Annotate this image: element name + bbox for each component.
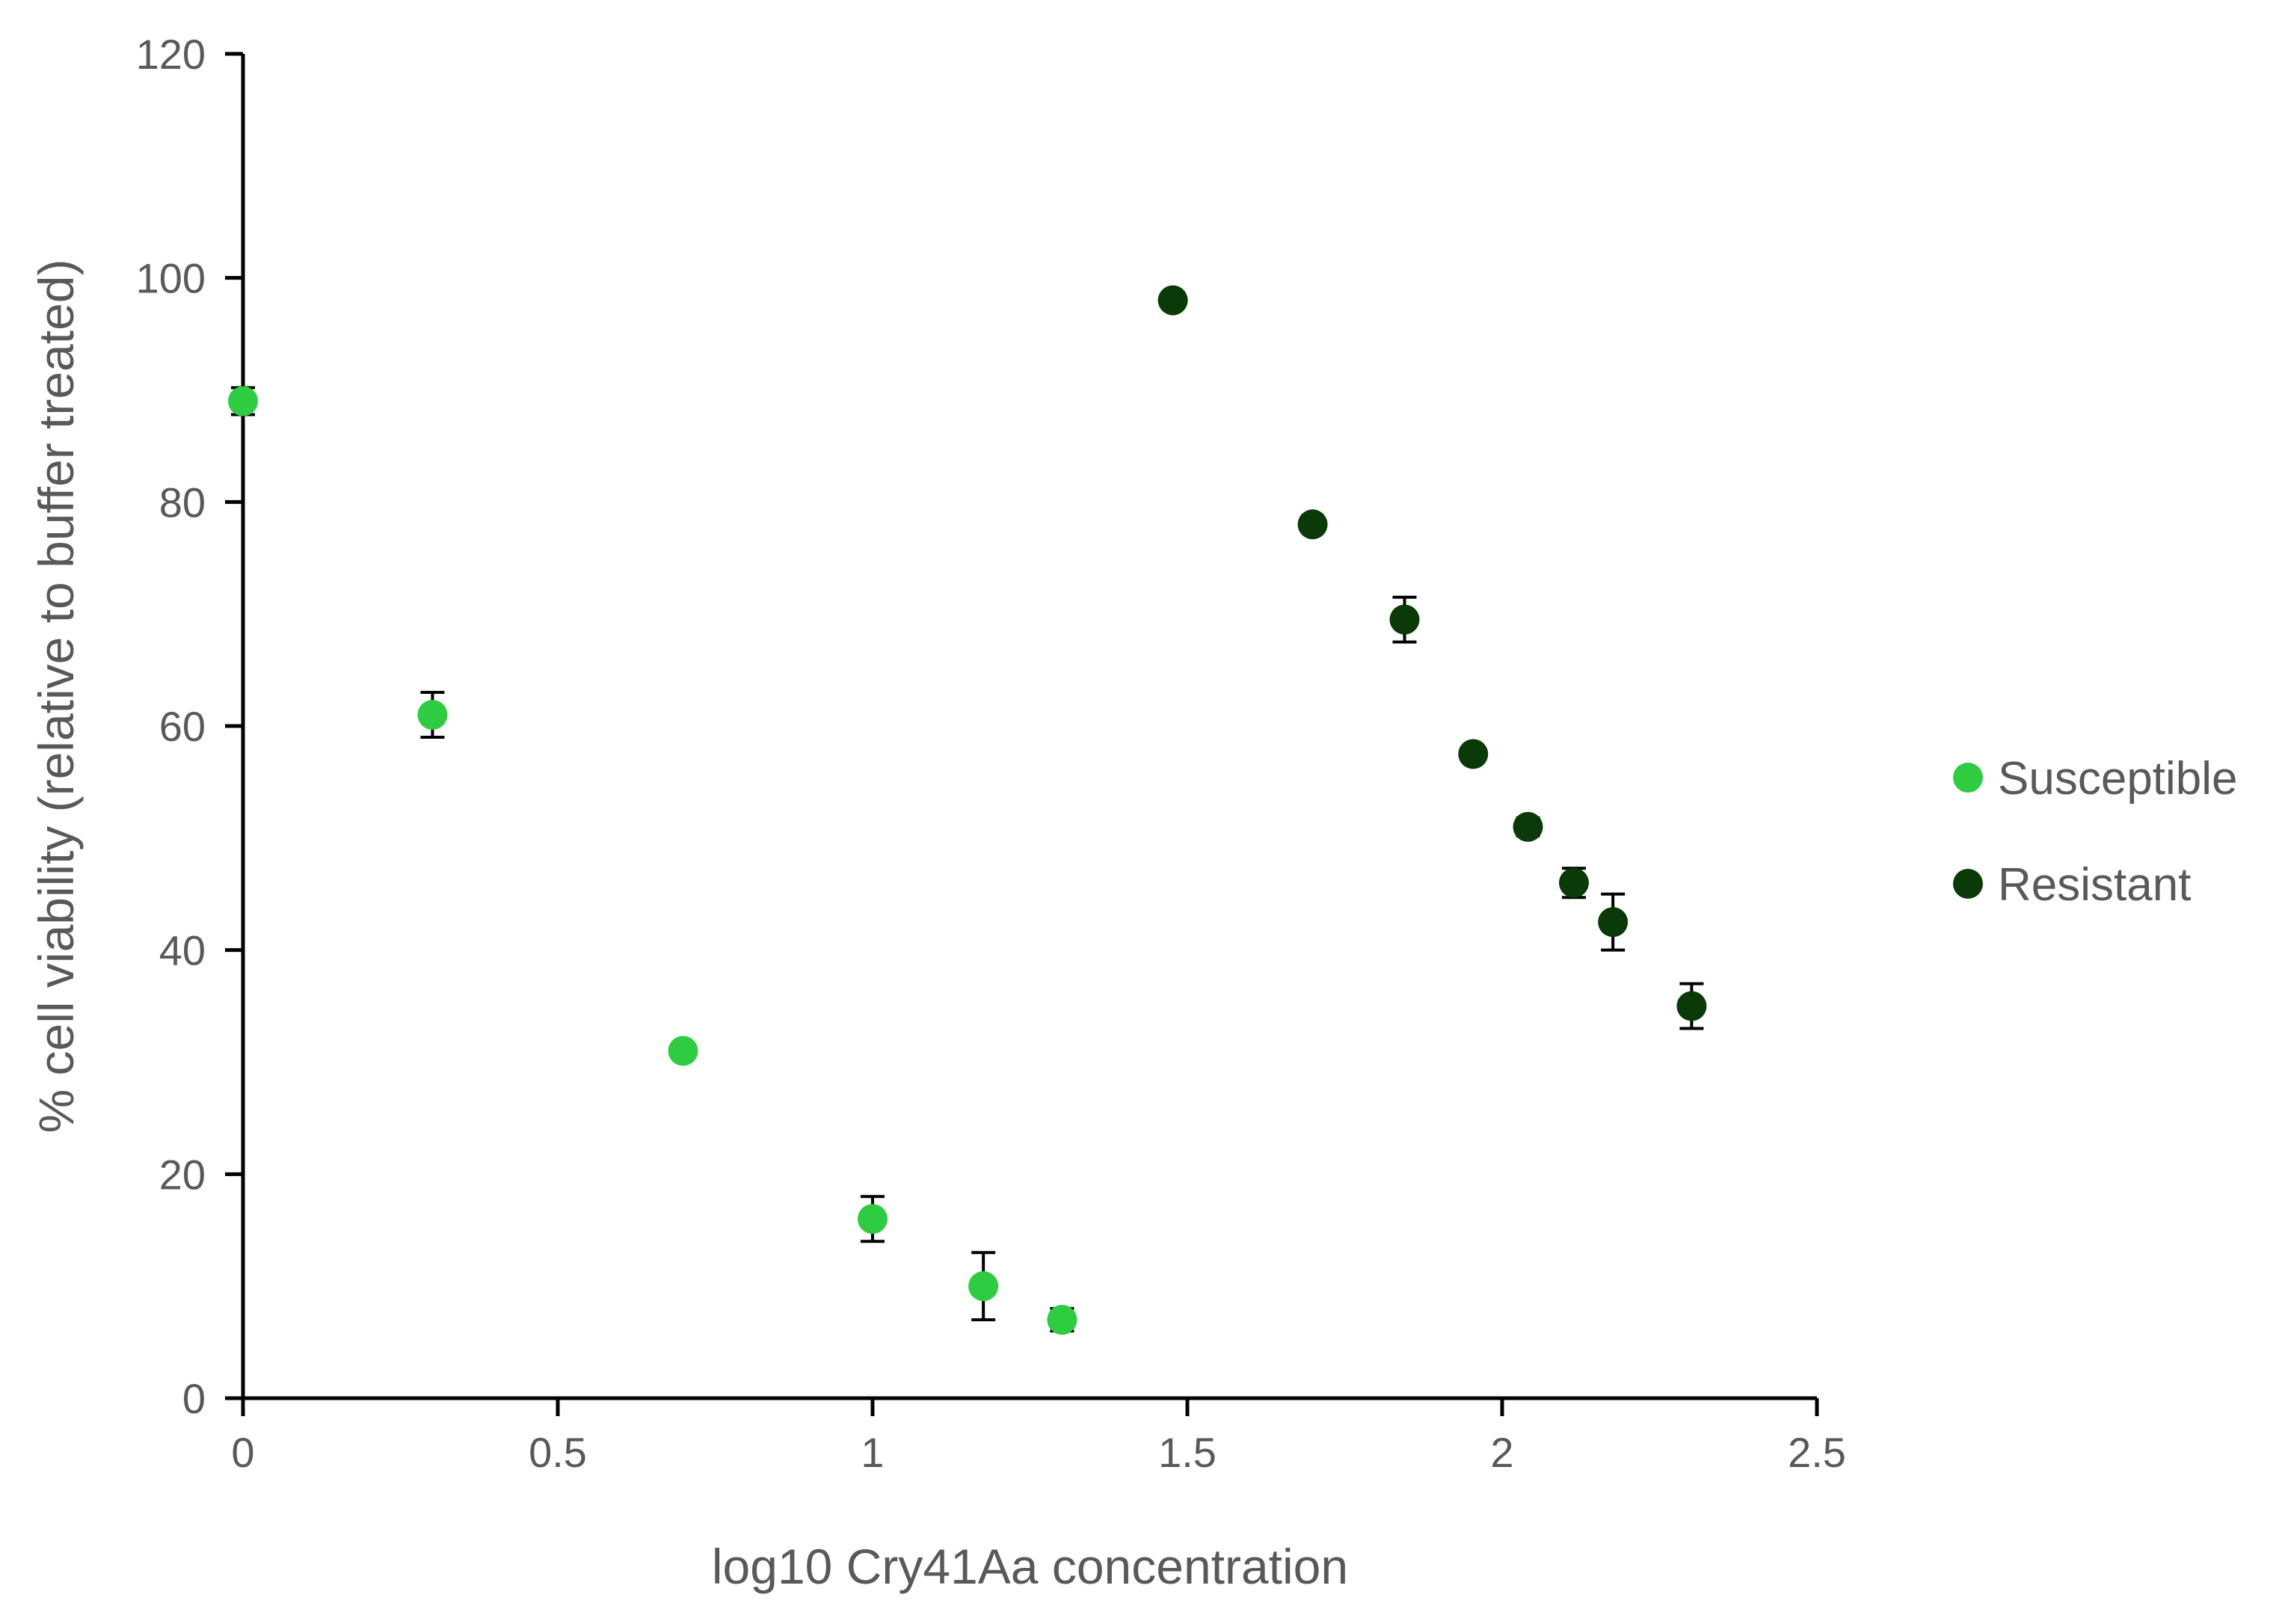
data-point-resistant [1157, 285, 1188, 316]
x-tick-label: 2 [1490, 1429, 1513, 1476]
y-axis-title: % cell viability (relative to buffer tre… [28, 259, 84, 1134]
x-tick-label: 2.5 [1788, 1429, 1846, 1476]
data-point-susceptible [1047, 1305, 1077, 1335]
legend-label: Resistant [1998, 859, 2191, 911]
y-tick-label: 80 [159, 479, 206, 526]
x-axis-ticks: 0 0.5 1 1.5 2 2.5 [231, 1398, 1846, 1476]
data-point-susceptible [228, 386, 258, 416]
y-axis-ticks: 0 20 40 60 80 100 120 [136, 31, 243, 1422]
y-tick-label: 120 [136, 31, 206, 78]
data-points [228, 285, 1707, 1335]
data-point-resistant [1676, 991, 1707, 1021]
data-point-susceptible [417, 700, 448, 731]
data-point-resistant [1389, 604, 1420, 635]
data-point-resistant [1297, 509, 1328, 540]
legend: Susceptible Resistant [1953, 753, 2238, 911]
x-tick-label: 0 [231, 1429, 254, 1476]
y-tick-label: 0 [182, 1375, 206, 1422]
data-point-resistant [1513, 811, 1543, 842]
legend-marker [1953, 763, 1983, 793]
data-point-susceptible [858, 1204, 888, 1234]
y-tick-label: 60 [159, 703, 206, 750]
data-point-resistant [1558, 867, 1589, 898]
legend-item-susceptible: Susceptible [1953, 753, 2238, 805]
legend-marker [1953, 869, 1983, 899]
legend-item-resistant: Resistant [1953, 859, 2191, 911]
y-tick-label: 100 [136, 255, 206, 302]
data-point-susceptible [968, 1271, 999, 1302]
data-point-resistant [1598, 907, 1628, 938]
y-tick-label: 40 [159, 927, 206, 974]
x-axis-title: log10 Cry41Aa concentration [712, 1539, 1348, 1594]
x-tick-label: 1.5 [1158, 1429, 1217, 1476]
x-tick-label: 1 [861, 1429, 884, 1476]
legend-label: Susceptible [1998, 753, 2238, 805]
y-tick-label: 20 [159, 1151, 206, 1198]
x-tick-label: 0.5 [529, 1429, 587, 1476]
data-point-resistant [1458, 739, 1489, 769]
data-point-susceptible [668, 1036, 698, 1066]
error-bars [231, 386, 1704, 1333]
